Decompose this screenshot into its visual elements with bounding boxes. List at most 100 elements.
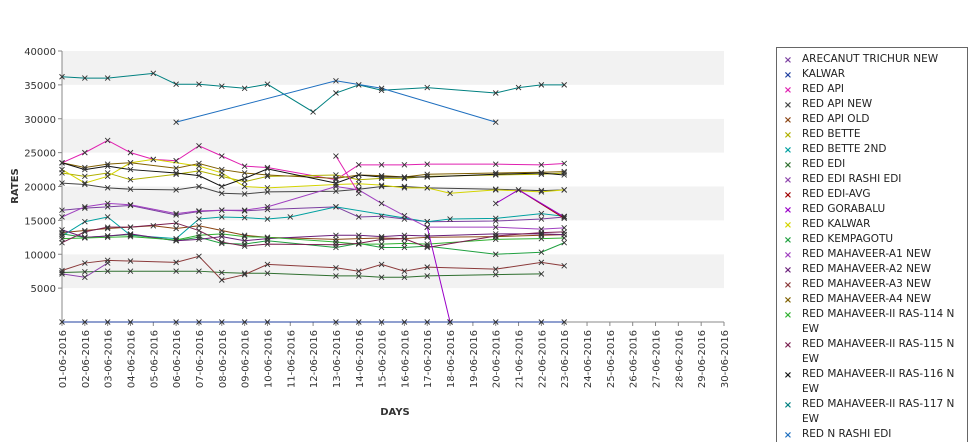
data-point — [561, 213, 568, 220]
x-tick-label: 12-06-2016 — [309, 330, 320, 388]
data-point — [264, 173, 271, 180]
data-point — [424, 243, 431, 249]
data-point — [401, 240, 408, 247]
data-point — [241, 243, 248, 249]
data-point — [173, 81, 179, 88]
legend-item: × RED MAHAVEER-A2 NEW — [777, 262, 960, 277]
data-point — [173, 165, 179, 172]
data-point — [127, 258, 134, 264]
data-point — [218, 269, 225, 276]
line-chart: 500010000150002000025000300003500040000 … — [10, 47, 731, 418]
data-point — [196, 253, 202, 260]
data-point — [104, 200, 111, 207]
data-point — [424, 244, 431, 251]
x-tick-label: 15-06-2016 — [378, 330, 389, 388]
data-point — [538, 169, 545, 176]
y-tick-labels: 5000 10000 15000 20000 25000 30000 35000 40000 — [24, 47, 62, 295]
data-point — [173, 237, 179, 243]
legend-label: RED EDI-AVG — [802, 188, 871, 200]
legend-item: × RED BETTE 2ND — [777, 142, 960, 157]
data-point — [173, 225, 179, 232]
legend-label: RED API NEW — [802, 98, 873, 110]
data-point — [401, 183, 408, 190]
data-point — [355, 241, 362, 247]
legend-item: × RED MAHAVEER-II RAS-115 NEW — [777, 337, 960, 367]
data-point — [59, 207, 65, 214]
y-tick-label: 5000 — [31, 284, 56, 295]
x-tick-label: 11-06-2016 — [286, 330, 297, 388]
data-point — [127, 176, 134, 183]
legend-marker-icon: × — [783, 295, 793, 306]
data-point — [82, 227, 88, 234]
legend-item: × RED MAHAVEER-A3 NEW — [777, 277, 960, 292]
data-point — [82, 260, 88, 266]
data-point — [424, 234, 431, 241]
data-point — [424, 233, 431, 239]
data-point — [561, 239, 568, 246]
data-point — [378, 87, 385, 94]
data-point — [196, 183, 202, 190]
data-point — [492, 251, 499, 258]
series-line-extra-1 — [426, 227, 451, 323]
legend-marker-icon: × — [783, 190, 793, 201]
data-point — [264, 185, 271, 191]
data-point — [333, 264, 339, 271]
data-point — [82, 229, 88, 235]
data-point — [355, 82, 362, 88]
legend-marker-icon: × — [783, 205, 793, 216]
grid-bands — [62, 51, 724, 322]
data-point — [492, 90, 499, 96]
x-tick-label: 24-06-2016 — [583, 330, 594, 388]
data-point — [492, 200, 499, 207]
data-point — [401, 235, 408, 242]
series-line-series-7 — [61, 270, 542, 278]
data-point — [378, 241, 385, 247]
data-point — [378, 319, 385, 325]
series-line-series-20 — [61, 72, 565, 113]
data-point — [241, 214, 248, 221]
x-tick-label: 14-06-2016 — [355, 330, 366, 388]
data-point — [241, 208, 248, 214]
data-point — [127, 201, 134, 208]
data-point — [173, 171, 179, 178]
data-point — [59, 180, 65, 186]
data-point — [333, 175, 339, 182]
data-point — [447, 216, 453, 222]
data-point — [424, 218, 431, 225]
data-point — [59, 239, 65, 246]
data-point — [104, 163, 111, 169]
data-point — [218, 166, 225, 173]
x-tick-label: 21-06-2016 — [515, 330, 526, 388]
data-point — [355, 214, 362, 220]
legend: × ARECANUT TRICHUR NEW × KALWAR × RED API × RED… — [776, 47, 968, 442]
data-point — [492, 187, 499, 193]
data-point — [378, 236, 385, 243]
data-point — [378, 174, 385, 180]
legend-item: × RED GORABALU — [777, 202, 960, 217]
series-line-extra-2 — [335, 155, 360, 194]
data-point — [264, 270, 271, 277]
data-point — [196, 172, 202, 179]
data-point — [355, 273, 362, 279]
data-point — [241, 233, 248, 240]
data-point — [173, 220, 179, 226]
legend-marker-icon: × — [783, 175, 793, 186]
data-point — [333, 188, 339, 195]
data-point — [173, 235, 179, 242]
x-tick-label: 09-06-2016 — [241, 330, 252, 388]
legend-label: ARECANUT TRICHUR NEW — [802, 53, 939, 65]
legend-label: RED MAHAVEER-A3 NEW — [802, 278, 931, 290]
data-point — [82, 149, 88, 156]
data-point — [333, 180, 339, 186]
legend-label: RED BETTE — [802, 128, 861, 140]
legend-item: × RED BETTE — [777, 127, 960, 142]
data-point — [127, 159, 134, 166]
data-point — [401, 319, 408, 325]
legend-item: × KALWAR — [777, 67, 960, 82]
y-tick-label: 25000 — [24, 149, 56, 160]
data-point — [355, 240, 362, 247]
data-point — [82, 274, 88, 281]
data-point — [196, 222, 202, 229]
legend-label: RED BETTE 2ND — [802, 143, 887, 155]
data-point — [104, 75, 111, 81]
